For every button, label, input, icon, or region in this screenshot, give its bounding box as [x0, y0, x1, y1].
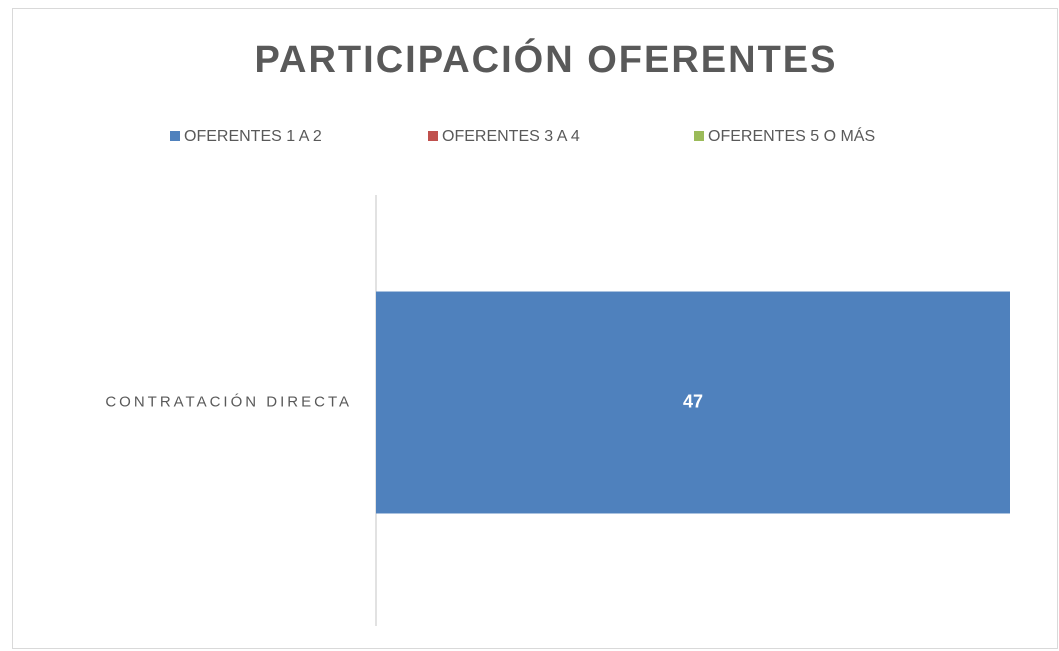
- y-tick-label: CONTRATACIÓN DIRECTA: [105, 393, 352, 410]
- legend-label: OFERENTES 1 A 2: [184, 128, 322, 145]
- bar-segment: [376, 291, 1010, 514]
- chart-title: PARTICIPACIÓN OFERENTES: [255, 37, 838, 81]
- legend-swatch: [428, 131, 438, 141]
- legend-swatch: [170, 131, 180, 141]
- legend-label: OFERENTES 3 A 4: [442, 128, 580, 145]
- legend-swatch: [694, 131, 704, 141]
- data-label: 47: [683, 391, 703, 411]
- legend-label: OFERENTES 5 O MÁS: [708, 126, 875, 145]
